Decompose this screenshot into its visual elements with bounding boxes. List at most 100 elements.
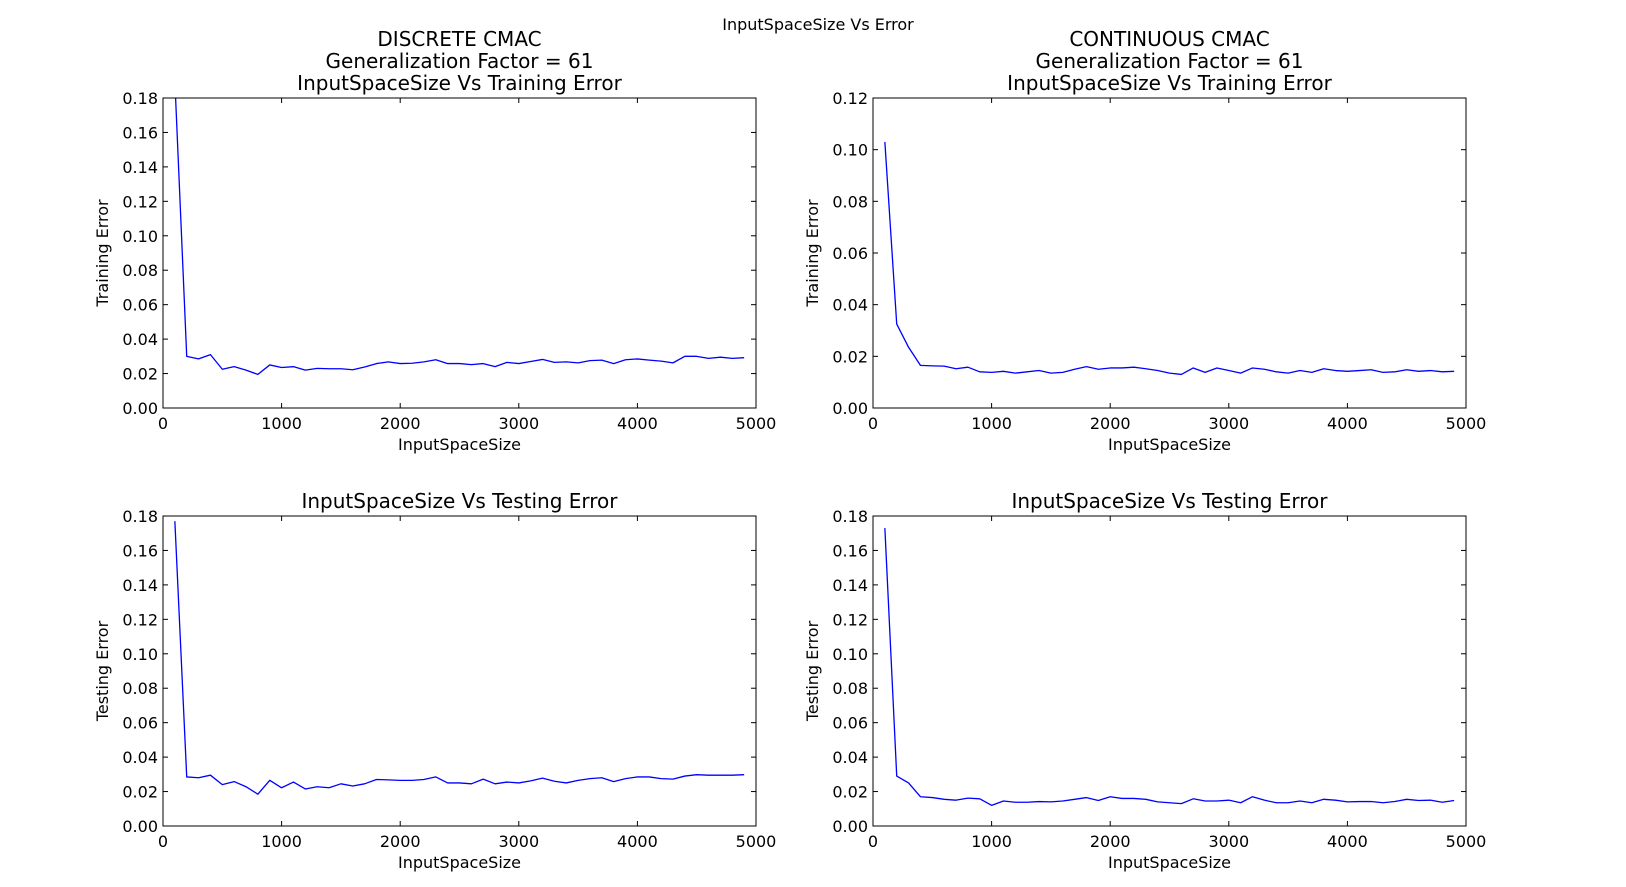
data-point bbox=[1322, 798, 1325, 801]
y-tick-label: 0.12 bbox=[122, 610, 158, 629]
data-point bbox=[1429, 369, 1432, 372]
y-tick-label: 0.00 bbox=[832, 817, 868, 836]
data-point bbox=[1121, 366, 1124, 369]
data-point bbox=[505, 361, 508, 364]
data-point bbox=[411, 362, 414, 365]
y-tick-label: 0.02 bbox=[122, 365, 158, 384]
data-point bbox=[553, 361, 556, 364]
data-point bbox=[434, 775, 437, 778]
data-point bbox=[907, 346, 910, 349]
data-point bbox=[1322, 367, 1325, 370]
data-point bbox=[482, 778, 485, 781]
data-point bbox=[494, 365, 497, 368]
data-point bbox=[375, 362, 378, 365]
data-point bbox=[883, 140, 886, 143]
data-point bbox=[1156, 800, 1159, 803]
data-point bbox=[292, 365, 295, 368]
data-point bbox=[731, 357, 734, 360]
data-point bbox=[1014, 372, 1017, 375]
data-point bbox=[895, 323, 898, 326]
data-point bbox=[1334, 799, 1337, 802]
y-tick-label: 0.04 bbox=[832, 748, 868, 767]
data-point bbox=[387, 778, 390, 781]
data-point bbox=[1061, 800, 1064, 803]
data-point bbox=[1251, 366, 1254, 369]
data-point bbox=[671, 361, 674, 364]
data-point bbox=[1204, 371, 1207, 374]
data-point bbox=[943, 798, 946, 801]
data-point bbox=[731, 774, 734, 777]
data-point bbox=[660, 777, 663, 780]
data-point bbox=[719, 774, 722, 777]
data-point bbox=[1038, 369, 1041, 372]
data-point bbox=[1346, 370, 1349, 373]
data-point bbox=[1310, 371, 1313, 374]
data-point bbox=[1144, 798, 1147, 801]
y-tick-label: 0.14 bbox=[122, 158, 158, 177]
data-point bbox=[695, 773, 698, 776]
data-point bbox=[529, 360, 532, 363]
data-point bbox=[292, 781, 295, 784]
data-point bbox=[565, 781, 568, 784]
data-point bbox=[719, 356, 722, 359]
subplot-discrete-testing: 0 1000 2000 3000 4000 5000 0.00 0.02 0.04 0.06 0.0… bbox=[93, 489, 776, 872]
data-point bbox=[1097, 799, 1100, 802]
data-point bbox=[1346, 800, 1349, 803]
data-point bbox=[1061, 371, 1064, 374]
x-tick-label: 5000 bbox=[736, 832, 777, 851]
x-tick-label: 5000 bbox=[1446, 832, 1487, 851]
x-tick-label: 1000 bbox=[261, 832, 302, 851]
data-point bbox=[600, 359, 603, 362]
data-point bbox=[743, 356, 746, 359]
data-point bbox=[328, 367, 331, 370]
y-tick-label: 0.18 bbox=[122, 507, 158, 526]
data-point bbox=[221, 368, 224, 371]
data-point bbox=[1097, 368, 1100, 371]
data-point bbox=[1002, 370, 1005, 373]
y-tick-label: 0.02 bbox=[832, 783, 868, 802]
data-point bbox=[268, 779, 271, 782]
data-point bbox=[588, 777, 591, 780]
data-point bbox=[565, 360, 568, 363]
data-point bbox=[446, 781, 449, 784]
data-point bbox=[173, 79, 176, 82]
data-point bbox=[197, 357, 200, 360]
x-axis-label: InputSpaceSize bbox=[398, 853, 521, 872]
data-point bbox=[411, 779, 414, 782]
data-point bbox=[221, 783, 224, 786]
data-point bbox=[1227, 369, 1230, 372]
subplot-continuous-training: 0 1000 2000 3000 4000 5000 0.00 0.02 0.04 0.06 0.0… bbox=[803, 27, 1486, 454]
x-tick-label: 3000 bbox=[1208, 832, 1249, 851]
y-tick-label: 0.06 bbox=[832, 244, 868, 263]
data-point bbox=[683, 355, 686, 358]
y-tick-label: 0.16 bbox=[122, 541, 158, 560]
data-point bbox=[1049, 800, 1052, 803]
x-tick-label: 0 bbox=[158, 414, 168, 433]
plot-title-line: InputSpaceSize Vs Testing Error bbox=[301, 489, 618, 513]
data-point bbox=[304, 369, 307, 372]
x-tick-label: 3000 bbox=[498, 832, 539, 851]
y-tick-label: 0.18 bbox=[832, 507, 868, 526]
series-line bbox=[884, 141, 1455, 376]
series-line bbox=[884, 528, 1455, 806]
data-point bbox=[1263, 368, 1266, 371]
data-point bbox=[1263, 799, 1266, 802]
y-tick-label: 0.12 bbox=[832, 89, 868, 108]
data-point bbox=[233, 365, 236, 368]
data-point bbox=[990, 371, 993, 374]
y-tick-label: 0.08 bbox=[832, 192, 868, 211]
data-point bbox=[1085, 365, 1088, 368]
x-tick-label: 5000 bbox=[736, 414, 777, 433]
data-point bbox=[256, 793, 259, 796]
axes-frame bbox=[162, 97, 757, 409]
data-point bbox=[577, 361, 580, 364]
data-point bbox=[1370, 800, 1373, 803]
data-point bbox=[1310, 801, 1313, 804]
data-point bbox=[1358, 800, 1361, 803]
plot-title-line: CONTINUOUS CMAC bbox=[1069, 27, 1269, 51]
data-point bbox=[1204, 800, 1207, 803]
data-point bbox=[1109, 795, 1112, 798]
data-point bbox=[919, 364, 922, 367]
data-point bbox=[966, 797, 969, 800]
